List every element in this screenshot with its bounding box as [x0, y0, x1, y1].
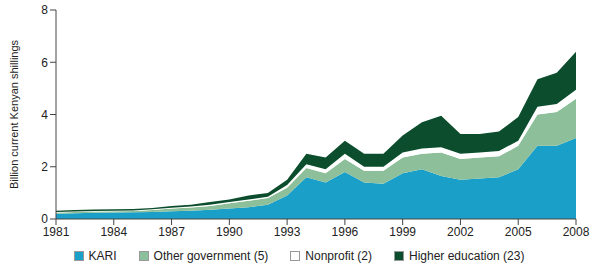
html-text:Other government (5): Other government (5) — [153, 249, 269, 263]
html-text:Nonprofit (2): Nonprofit (2) — [305, 249, 372, 263]
svg-text:1999: 1999 — [389, 225, 416, 239]
svg-text:Billion current Kenyan shillin: Billion current Kenyan shillings — [8, 39, 20, 189]
svg-text:2005: 2005 — [505, 225, 532, 239]
svg-text:2008: 2008 — [563, 225, 590, 239]
svg-text:4: 4 — [41, 108, 48, 122]
svg-text:1990: 1990 — [216, 225, 243, 239]
svg-text:1984: 1984 — [100, 225, 127, 239]
svg-text:1987: 1987 — [158, 225, 185, 239]
svg-text:2: 2 — [41, 160, 48, 174]
svg-text:0: 0 — [41, 212, 48, 226]
svg-text:1993: 1993 — [274, 225, 301, 239]
html-text:KARI: KARI — [88, 249, 117, 263]
svg-text:1981: 1981 — [43, 225, 70, 239]
html-text:Higher education (23): Higher education (23) — [409, 249, 525, 263]
svg-text:2002: 2002 — [447, 225, 474, 239]
svg-text:8: 8 — [41, 3, 48, 17]
svg-text:6: 6 — [41, 56, 48, 70]
svg-text:1996: 1996 — [332, 225, 359, 239]
